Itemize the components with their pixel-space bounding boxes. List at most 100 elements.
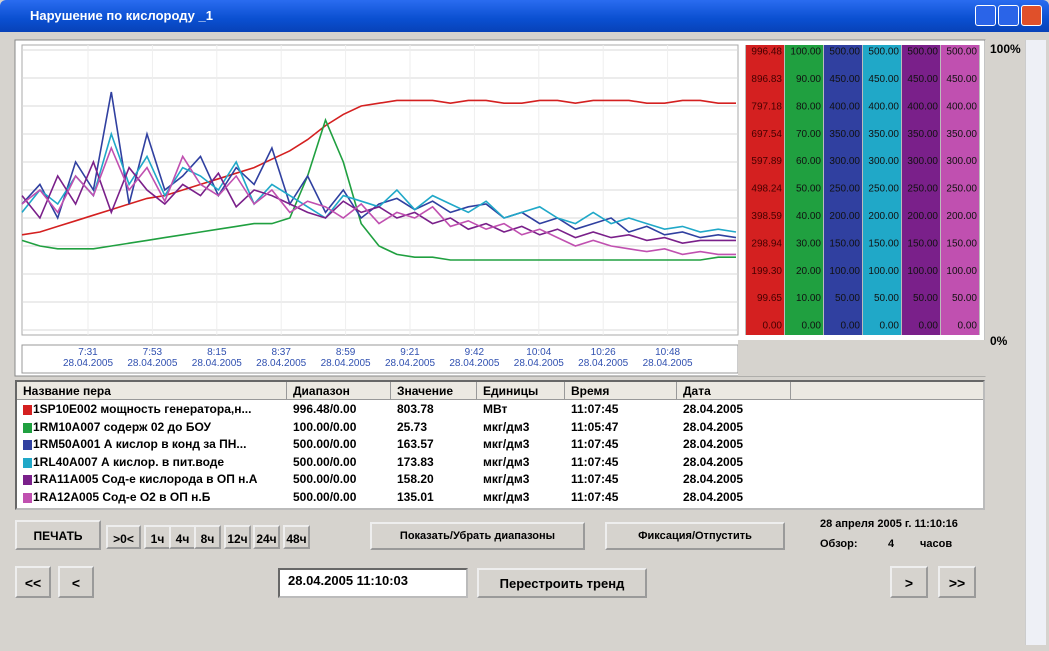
nav-button[interactable]: < [58,566,94,598]
table-cell: 1RM50A001 А кислор в конд за ПН... [33,437,247,451]
title-bar: Нарушение по кислороду _1 [0,0,1049,32]
scale-label: 150.00 [907,238,938,249]
fix-button[interactable]: Фиксация/Отпустить [605,522,785,550]
scale-label: 797.18 [751,101,782,112]
table-header: Диапазон [287,382,391,400]
table-cell: 1RA11A005 Сод-е кислорода в ОП н.А [33,472,258,486]
x-tick-time: 8:15 [207,347,227,358]
scale-label: 150.00 [829,238,860,249]
scale-label: 50.00 [874,293,899,304]
nav-button[interactable]: << [15,566,51,598]
x-tick-date: 28.04.2005 [192,358,242,369]
table-cell: 11:07:45 [571,437,619,451]
table-header: Единицы [477,382,565,400]
scale-label: 300.00 [829,156,860,167]
datetime-field[interactable]: 28.04.2005 11:10:03 [278,568,468,598]
x-tick-date: 28.04.2005 [643,358,693,369]
table-cell: 28.04.2005 [683,419,744,434]
scale-button[interactable]: >0< [106,525,141,549]
print-button[interactable]: ПЕЧАТЬ [15,520,101,550]
scale-label: 250.00 [829,184,860,195]
scale-button[interactable]: 4ч [169,525,196,549]
rebuild-button[interactable]: Перестроить тренд [477,568,647,598]
table-cell: мкг/дм3 [483,472,530,486]
table-cell: 100.00/0.00 [293,419,357,434]
nav-button[interactable]: > [890,566,928,598]
scale-label: 100.00 [907,266,938,277]
scale-column [785,45,823,335]
scale-column [824,45,862,335]
scale-label: 350.00 [868,129,899,140]
nav-button[interactable]: >> [938,566,976,598]
scale-button[interactable]: 12ч [224,525,251,549]
scale-label: 250.00 [868,184,899,195]
x-tick-time: 7:53 [143,347,163,358]
table-cell: 11:07:45 [571,454,619,469]
table-header: Название пера [17,382,287,400]
scale-label: 0.00 [802,321,822,332]
scale-label: 40.00 [796,211,821,222]
scale-label: 100.00 [829,266,860,277]
scale-label: 400.00 [946,101,977,112]
table-cell: 500.00/0.00 [293,437,357,451]
scale-column [746,45,784,335]
table-cell: МВт [483,402,508,416]
minimize-button[interactable] [975,5,996,26]
x-tick-time: 8:59 [336,347,356,358]
scale-button[interactable]: 24ч [253,525,280,549]
x-tick-date: 28.04.2005 [63,358,113,369]
table-cell: мкг/дм3 [483,419,530,434]
x-tick-time: 10:48 [655,347,680,358]
table-cell: 28.04.2005 [683,402,744,416]
close-button[interactable] [1021,5,1042,26]
scale-button[interactable]: 48ч [283,525,310,549]
scale-column [863,45,901,335]
x-tick-date: 28.04.2005 [256,358,306,369]
scale-label: 500.00 [829,47,860,58]
table-cell: 25.73 [397,419,428,434]
scrollbar[interactable] [1025,40,1046,645]
maximize-button[interactable] [998,5,1019,26]
scale-label: 0.00 [919,321,939,332]
scale-label: 200.00 [868,211,899,222]
scale-label: 500.00 [946,47,977,58]
x-tick-time: 8:37 [271,347,291,358]
table-header: Значение [391,382,477,400]
table-cell: 1RA12A005 Сод-е О2 в ОП н.Б [33,489,211,504]
scale-label: 199.30 [751,266,782,277]
pen-color [23,457,32,468]
scale-label: 450.00 [946,74,977,85]
scale-button[interactable]: 8ч [194,525,221,549]
trend-line [21,159,736,245]
scale-label: 150.00 [868,238,899,249]
table-cell: 500.00/0.00 [293,454,357,469]
ranges-button[interactable]: Показать/Убрать диапазоны [370,522,585,550]
scale-label: 597.89 [751,156,782,167]
trend-line [21,99,736,236]
table-cell: 135.01 [397,489,434,504]
scale-label: 0.00 [880,321,900,332]
scale-label: 200.00 [946,211,977,222]
scale-label: 70.00 [796,129,821,140]
scale-label: 50.00 [835,293,860,304]
table-cell: 158.20 [397,472,434,486]
scale-label: 450.00 [868,74,899,85]
scale-label: 400.00 [829,101,860,112]
scale-label: 398.59 [751,211,782,222]
scale-label: 90.00 [796,74,821,85]
x-tick-date: 28.04.2005 [385,358,435,369]
table-cell: 1RL40A007 А кислор. в пит.воде [33,454,225,469]
scale-button[interactable]: 1ч [144,525,171,549]
scale-label: 450.00 [907,74,938,85]
table-cell: 500.00/0.00 [293,472,357,486]
scale-label: 20.00 [796,266,821,277]
scale-label: 200.00 [829,211,860,222]
pen-table: Название пера Диапазон Значение Единицы Врем… [15,380,985,510]
pen-color [23,440,32,450]
scale-label: 250.00 [907,184,938,195]
table-cell: 28.04.2005 [683,472,744,486]
scale-label: 250.00 [946,184,977,195]
pen-color [23,492,32,503]
pen-color [23,405,32,415]
